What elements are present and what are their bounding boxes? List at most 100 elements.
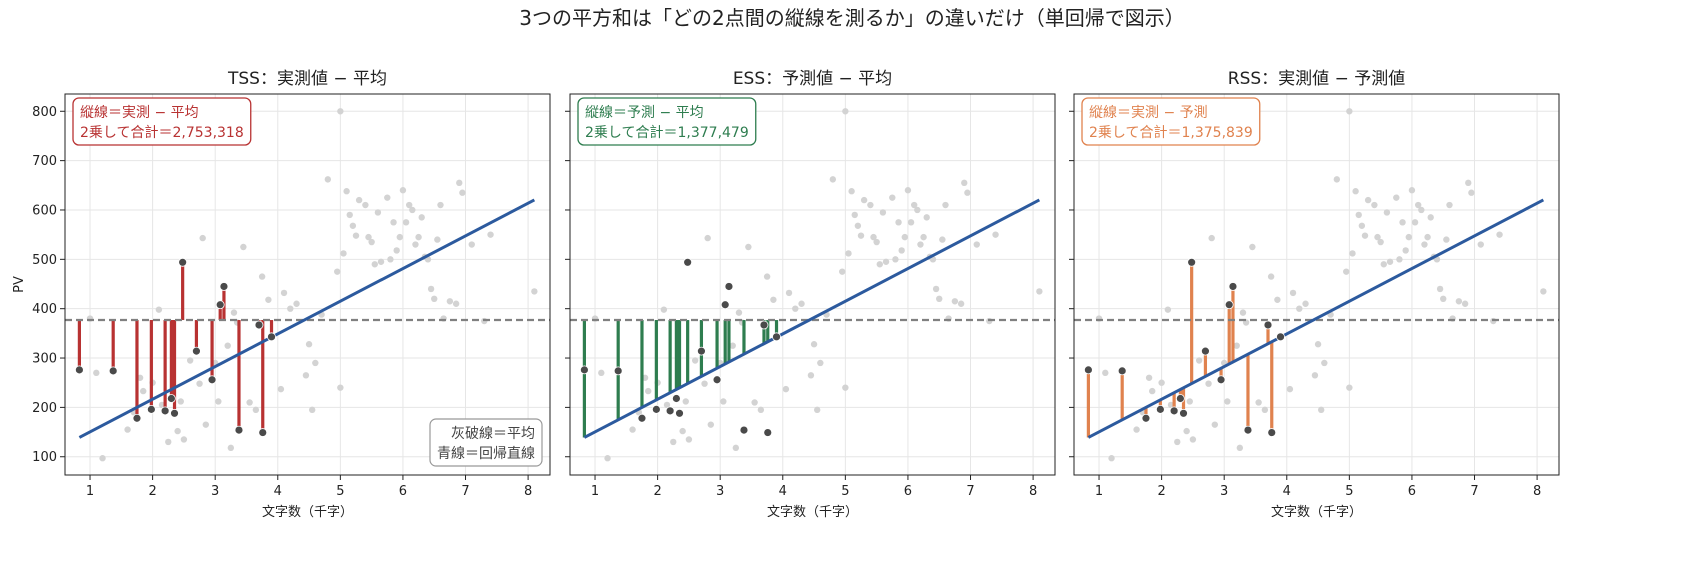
background-point [817, 359, 824, 367]
background-point [287, 305, 294, 312]
x-tick-label: 7 [966, 484, 974, 499]
background-point [1386, 258, 1394, 265]
background-point [1261, 406, 1269, 414]
data-point [1117, 366, 1127, 376]
panel-title: ESS：予測値 − 平均 [733, 69, 892, 89]
background-point [645, 387, 652, 395]
y-axis-label: PV [12, 276, 27, 293]
data-point [254, 320, 264, 330]
x-tick-label: 1 [86, 484, 94, 499]
background-point [1239, 309, 1247, 316]
x-tick-label: 4 [274, 484, 282, 499]
x-tick-label: 6 [1408, 484, 1416, 499]
background-point [202, 421, 210, 428]
background-point [165, 438, 172, 446]
background-point [920, 233, 927, 241]
x-tick-label: 7 [1470, 484, 1478, 499]
background-point [431, 295, 438, 303]
background-point [1465, 179, 1472, 187]
background-point [1427, 214, 1434, 221]
x-tick-label: 2 [653, 484, 661, 499]
legend-note-line-2: 青線＝回帰直線 [437, 445, 535, 462]
background-point [368, 238, 375, 246]
background-point [707, 421, 715, 428]
background-point [199, 234, 206, 242]
x-tick-label: 3 [211, 484, 219, 499]
background-point [1208, 234, 1215, 242]
background-point [230, 309, 238, 316]
background-point [186, 357, 194, 364]
background-point [387, 256, 394, 263]
annotation-line-2: 2乗して合計＝1,377,479 [585, 125, 749, 141]
data-point [146, 404, 156, 414]
background-point [340, 250, 347, 257]
background-point [1333, 176, 1341, 183]
plot-frame [1073, 93, 1560, 476]
background-point [939, 236, 946, 243]
background-point [487, 231, 494, 238]
background-point [1317, 406, 1325, 414]
background-point [1358, 222, 1366, 229]
background-point [682, 398, 689, 405]
background-point [1267, 273, 1275, 280]
background-point [427, 285, 435, 293]
background-point [396, 233, 404, 241]
background-point [393, 247, 400, 254]
background-point [1371, 201, 1378, 209]
background-point [99, 455, 106, 462]
data-point [258, 428, 268, 437]
background-point [1380, 261, 1387, 268]
background-point [679, 427, 686, 435]
background-point [910, 201, 918, 209]
background-point [898, 247, 905, 254]
x-tick-label: 1 [591, 484, 599, 499]
background-point [932, 285, 940, 293]
background-point [907, 219, 915, 226]
background-point [334, 268, 341, 275]
background-point [456, 179, 463, 187]
data-point [215, 300, 225, 310]
background-point [685, 436, 693, 443]
x-axis-label: 文字数（千字） [1271, 505, 1362, 520]
background-point [1286, 385, 1294, 393]
background-point [365, 233, 372, 241]
data-point [613, 366, 623, 376]
background-point [1421, 241, 1428, 248]
background-point [390, 219, 397, 226]
background-point [951, 298, 959, 305]
data-point [697, 346, 706, 356]
background-point [337, 108, 344, 115]
background-point [785, 289, 793, 297]
data-point [720, 300, 730, 310]
y-tick-label: 500 [32, 253, 57, 268]
background-point [839, 268, 846, 275]
background-point [854, 222, 862, 229]
background-point [870, 233, 877, 241]
data-point [1155, 404, 1165, 414]
background-point [405, 201, 413, 209]
background-point [670, 438, 677, 446]
panel-tss: 1 2 3 4 5 6 7 8 100 200 300 400 500 600 700 800 TSS：実測値 … [12, 69, 551, 520]
background-point [1224, 398, 1231, 405]
background-point [1036, 288, 1043, 295]
plot-frame [64, 93, 551, 476]
background-point [124, 426, 131, 433]
background-point [1321, 359, 1328, 367]
data-point [1224, 300, 1234, 310]
background-point [399, 187, 407, 194]
background-point [851, 211, 858, 219]
x-tick-label: 6 [904, 484, 912, 499]
data-point [170, 408, 179, 418]
data-point [166, 394, 176, 403]
background-point [1424, 233, 1431, 241]
background-point [1352, 188, 1359, 195]
annotation-line-2: 2乗して合計＝1,375,839 [1089, 125, 1253, 141]
background-point [936, 295, 943, 303]
background-point [1418, 206, 1425, 214]
x-tick-label: 4 [1283, 484, 1291, 499]
background-point [732, 444, 740, 452]
annotation-box-frame [72, 97, 252, 146]
annotation-box-frame [1081, 97, 1261, 146]
background-point [352, 232, 360, 239]
